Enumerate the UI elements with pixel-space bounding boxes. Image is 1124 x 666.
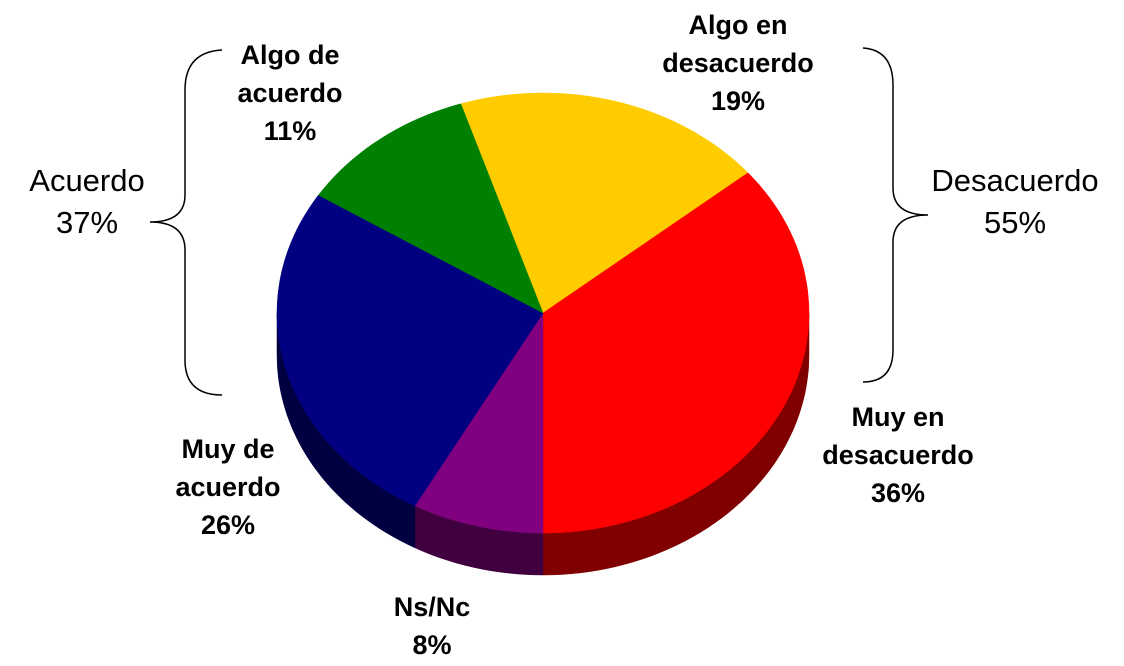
slice [460,92,749,314]
slice [542,172,810,534]
slice-label: Algo en desacuerdo 19% [662,10,814,116]
slice-label: Muy de acuerdo 26% [175,434,281,540]
slice [276,194,544,507]
slice-label: Muy en desacuerdo 36% [822,402,974,508]
brace-right [862,47,929,383]
slice-label: Ns/Nc 8% [393,592,471,660]
slice-label: Algo de acuerdo 11% [237,40,343,146]
group-label: Desacuerdo 55% [931,163,1099,240]
slice [414,312,544,534]
slice [318,103,544,314]
group-label: Acuerdo 37% [29,163,145,240]
brace-left [149,49,223,396]
